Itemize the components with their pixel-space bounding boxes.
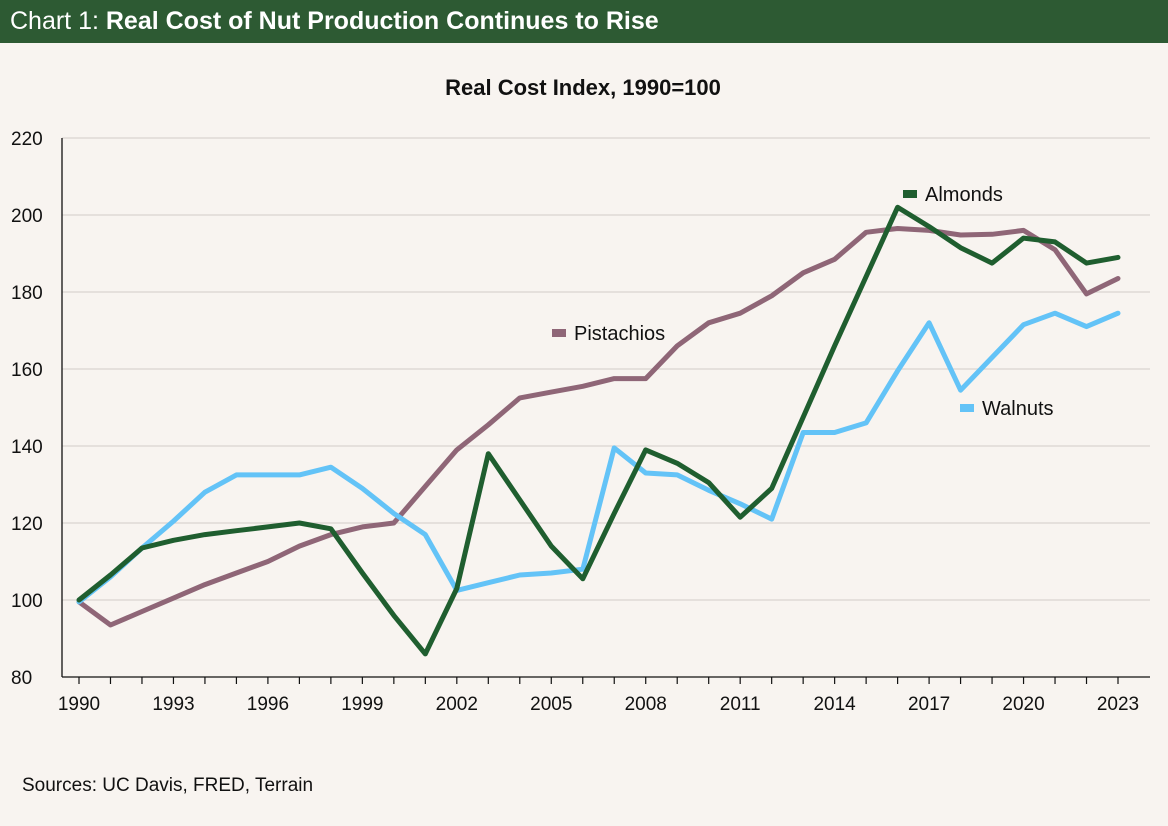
x-tick-label: 2008: [625, 694, 667, 715]
series-lines: [76, 204, 1121, 657]
chart-header-banner: Chart 1: Real Cost of Nut Production Con…: [0, 0, 1168, 43]
x-tick-label: 1993: [152, 694, 194, 715]
axes: 80 100 120 140 160 180 200 220 1990 1993 1996 1999 2…: [11, 129, 1150, 715]
y-tick-label: 200: [11, 206, 43, 227]
x-tick-label: 2011: [720, 694, 761, 715]
chart-headline: Real Cost of Nut Production Continues to…: [105, 7, 659, 35]
x-tick-label: 1990: [58, 694, 100, 715]
y-tick-label: 180: [11, 283, 43, 304]
x-tick-label: 2020: [1002, 694, 1044, 715]
y-tick-label: 220: [11, 129, 43, 150]
x-tick-label: 1999: [341, 694, 383, 715]
series-line-walnuts: [76, 310, 1121, 605]
series-line-pistachios: [76, 226, 1121, 628]
legend-swatch-almonds: [903, 190, 917, 198]
y-tick-label: 100: [11, 591, 43, 612]
y-tick-label: 80: [11, 668, 32, 689]
legend-swatch-pistachios: [552, 329, 566, 337]
x-tick-label: 2002: [436, 694, 478, 715]
gridlines: [62, 137, 1150, 601]
legend-swatch-walnuts: [960, 404, 974, 412]
y-tick-label: 140: [11, 437, 43, 458]
y-tick-label: 160: [11, 360, 43, 381]
source-note: Sources: UC Davis, FRED, Terrain: [22, 775, 314, 796]
legend-label-pistachios: Pistachios: [574, 323, 665, 345]
legend: Pistachios Walnuts Almonds: [552, 184, 1054, 420]
x-tick-label: 2017: [908, 694, 950, 715]
legend-label-walnuts: Walnuts: [982, 398, 1054, 420]
legend-label-almonds: Almonds: [925, 184, 1003, 206]
y-tick-label: 120: [11, 514, 43, 535]
x-tick-label: 2023: [1097, 694, 1139, 715]
series-line-almonds: [76, 204, 1121, 657]
chart-number: Chart 1:: [10, 7, 106, 35]
line-chart: Real Cost Index, 1990=100 80 100 120 140 160…: [11, 75, 1150, 715]
x-tick-label: 1996: [247, 694, 289, 715]
chart-title: Real Cost Index, 1990=100: [445, 75, 721, 100]
x-tick-label: 2014: [813, 694, 856, 715]
x-tick-label: 2005: [530, 694, 572, 715]
